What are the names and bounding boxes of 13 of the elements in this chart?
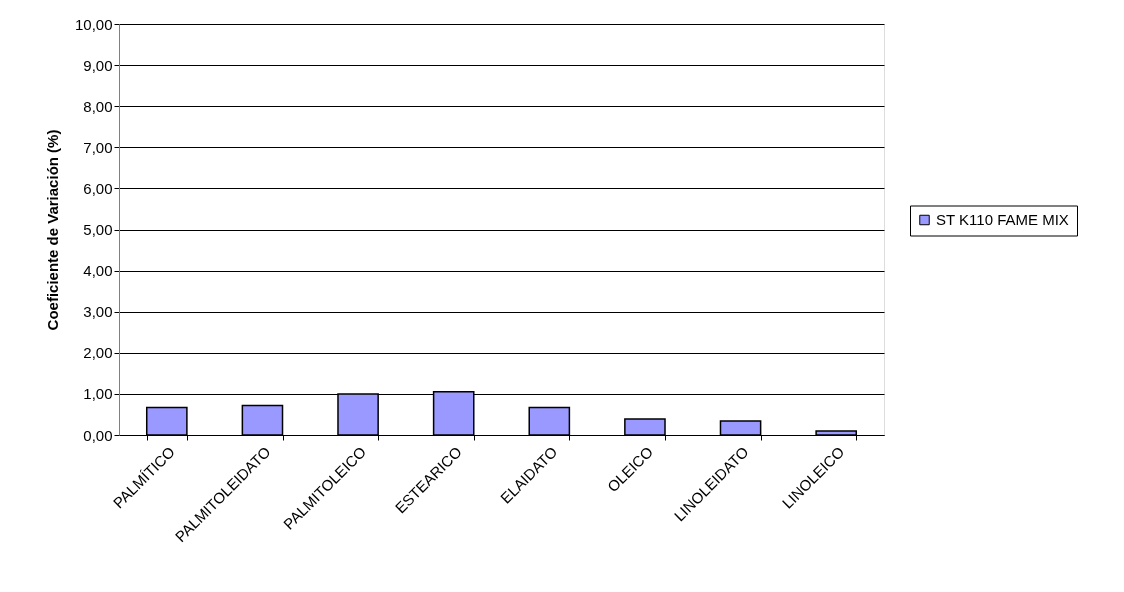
y-tick-label: 1,00: [83, 385, 113, 403]
y-tick-label: 5,00: [83, 221, 113, 238]
y-axis-title: Coeficiente de Variación (%): [43, 129, 61, 331]
y-tick-label: 6,00: [83, 179, 113, 197]
y-tick-label: 4,00: [83, 262, 113, 280]
legend-label: ST K110 FAME MIX: [936, 211, 1069, 228]
y-tick-label: 7,00: [83, 138, 113, 156]
y-tick-label: 8,00: [83, 97, 113, 115]
y-tick-label: 3,00: [83, 303, 113, 321]
y-tick-label: 2,00: [83, 344, 113, 362]
y-tick-label: 0,00: [83, 426, 113, 444]
y-tick-label: 10,00: [74, 15, 113, 33]
y-tick-label: 9,00: [83, 56, 113, 74]
